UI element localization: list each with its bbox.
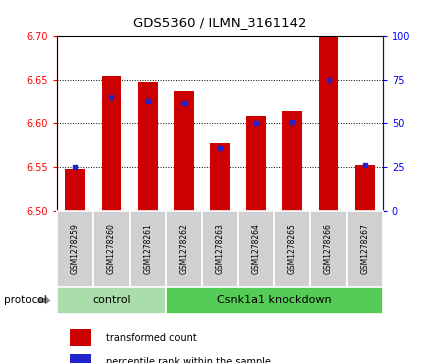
Bar — [66, 169, 85, 211]
Text: GSM1278263: GSM1278263 — [216, 223, 224, 274]
Bar — [210, 143, 230, 211]
Text: GSM1278266: GSM1278266 — [324, 223, 333, 274]
Text: GSM1278262: GSM1278262 — [180, 223, 188, 274]
Bar — [319, 36, 338, 211]
Bar — [246, 117, 266, 211]
Bar — [138, 82, 158, 211]
Bar — [70, 354, 91, 363]
Bar — [274, 211, 311, 287]
Text: percentile rank within the sample: percentile rank within the sample — [106, 357, 271, 363]
Text: GSM1278259: GSM1278259 — [71, 223, 80, 274]
Bar — [57, 287, 166, 314]
Text: transformed count: transformed count — [106, 333, 197, 343]
Bar — [238, 211, 274, 287]
Bar — [102, 76, 121, 211]
Bar — [166, 287, 383, 314]
Text: Csnk1a1 knockdown: Csnk1a1 knockdown — [217, 295, 332, 305]
Bar — [174, 91, 194, 211]
Bar — [311, 211, 347, 287]
Bar — [70, 330, 91, 346]
Bar — [93, 211, 129, 287]
Text: control: control — [92, 295, 131, 305]
Bar — [166, 211, 202, 287]
Text: GSM1278264: GSM1278264 — [252, 223, 260, 274]
Text: GSM1278260: GSM1278260 — [107, 223, 116, 274]
Bar — [129, 211, 166, 287]
Text: GSM1278265: GSM1278265 — [288, 223, 297, 274]
Bar — [57, 211, 93, 287]
Bar — [355, 165, 375, 211]
Text: GSM1278267: GSM1278267 — [360, 223, 369, 274]
Bar — [202, 211, 238, 287]
FancyArrow shape — [37, 296, 51, 305]
Text: protocol: protocol — [4, 295, 47, 305]
Bar — [347, 211, 383, 287]
Text: GSM1278261: GSM1278261 — [143, 223, 152, 274]
Bar — [282, 111, 302, 211]
Text: GDS5360 / ILMN_3161142: GDS5360 / ILMN_3161142 — [133, 16, 307, 29]
